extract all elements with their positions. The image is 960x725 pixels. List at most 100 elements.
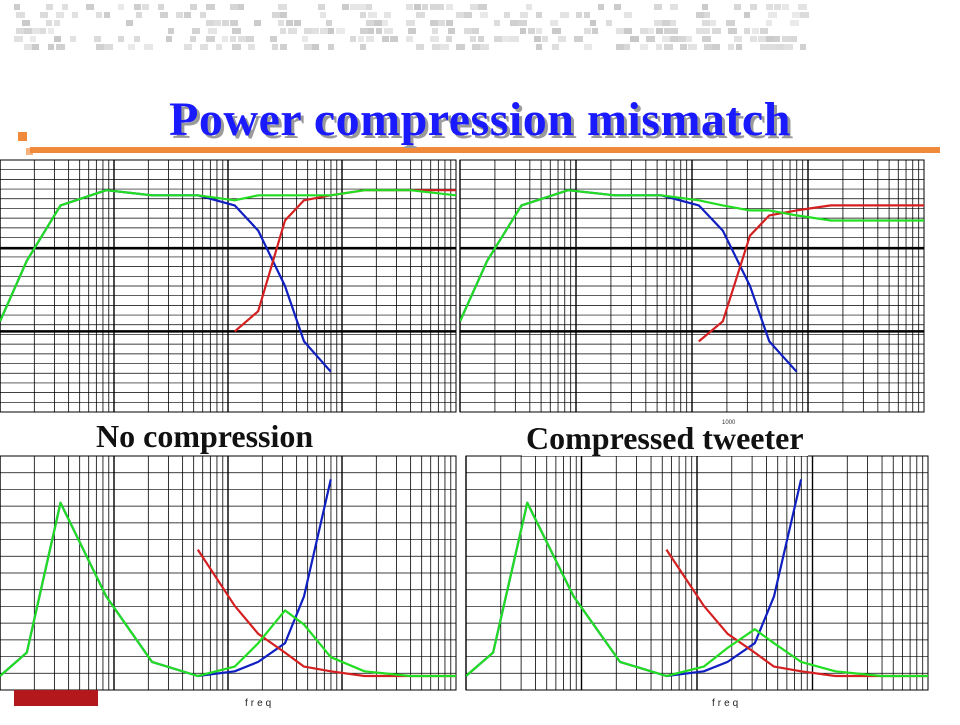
x-axis-label-right: freq bbox=[712, 698, 742, 709]
banner-block bbox=[214, 20, 221, 26]
banner-block bbox=[360, 44, 366, 50]
banner-block bbox=[168, 28, 174, 34]
banner-block bbox=[502, 36, 511, 42]
banner-block bbox=[246, 36, 254, 42]
panel-top-right-grid bbox=[459, 159, 925, 413]
banner-block bbox=[96, 44, 105, 50]
series-line bbox=[665, 548, 928, 678]
series-line bbox=[466, 501, 928, 678]
banner-block bbox=[280, 28, 286, 34]
banner-block bbox=[320, 28, 328, 34]
series-group bbox=[460, 189, 924, 373]
banner-block bbox=[456, 12, 465, 18]
banner-block bbox=[662, 20, 671, 26]
banner-block bbox=[430, 20, 439, 26]
banner-block bbox=[774, 4, 781, 10]
banner-block bbox=[280, 12, 287, 18]
banner-block bbox=[422, 4, 428, 10]
banner-block bbox=[382, 36, 389, 42]
banner-block bbox=[350, 36, 356, 42]
banner-block bbox=[134, 36, 140, 42]
banner-block bbox=[776, 44, 784, 50]
banner-block bbox=[478, 36, 484, 42]
banner-block bbox=[360, 12, 366, 18]
banner-block bbox=[32, 28, 40, 34]
banner-block bbox=[712, 44, 720, 50]
banner-block bbox=[336, 28, 345, 34]
banner-block bbox=[270, 36, 277, 42]
banner-block bbox=[206, 20, 214, 26]
panel-top-left-grid bbox=[0, 159, 457, 413]
banner-block bbox=[766, 36, 774, 42]
banner-block bbox=[710, 20, 716, 26]
banner-block bbox=[238, 36, 246, 42]
banner-block bbox=[510, 36, 519, 42]
banner-block bbox=[304, 28, 313, 34]
banner-block bbox=[56, 12, 64, 18]
banner-block bbox=[696, 12, 704, 18]
banner-block bbox=[328, 28, 334, 34]
banner-block bbox=[286, 20, 293, 26]
banner-block bbox=[390, 36, 398, 42]
banner-block bbox=[376, 28, 382, 34]
banner-block bbox=[766, 20, 772, 26]
panel-bottom-right-grid bbox=[465, 455, 929, 691]
banner-block bbox=[360, 28, 368, 34]
banner-block bbox=[480, 12, 488, 18]
series-line bbox=[0, 479, 332, 678]
banner-block bbox=[630, 36, 639, 42]
banner-block bbox=[176, 12, 183, 18]
x-tick-label: 1000 bbox=[722, 420, 736, 426]
title-underline-bar bbox=[30, 147, 940, 153]
banner-block bbox=[672, 28, 678, 34]
decor-square-small bbox=[26, 148, 33, 155]
banner-block bbox=[574, 36, 583, 42]
banner-block bbox=[104, 12, 110, 18]
banner-block bbox=[702, 20, 711, 26]
banner-block bbox=[734, 4, 741, 10]
banner-block bbox=[200, 44, 208, 50]
banner-block bbox=[464, 28, 472, 34]
banner-block bbox=[520, 28, 526, 34]
banner-block bbox=[528, 28, 535, 34]
banner-block bbox=[782, 36, 790, 42]
banner-block bbox=[384, 12, 391, 18]
banner-block bbox=[406, 36, 413, 42]
banner-block bbox=[312, 28, 319, 34]
banner-block bbox=[536, 44, 542, 50]
banner-block bbox=[702, 4, 708, 10]
banner-block bbox=[278, 4, 287, 10]
banner-block bbox=[520, 12, 528, 18]
banner-block bbox=[670, 36, 678, 42]
banner-block bbox=[646, 36, 655, 42]
banner-block bbox=[24, 44, 33, 50]
banner-block bbox=[86, 4, 94, 10]
banner-block bbox=[552, 28, 561, 34]
banner-block bbox=[72, 12, 78, 18]
banner-block bbox=[406, 4, 413, 10]
banner-block bbox=[696, 28, 705, 34]
banner-block bbox=[552, 44, 559, 50]
banner-block bbox=[368, 12, 377, 18]
series-line bbox=[196, 548, 456, 678]
banner-block bbox=[470, 36, 476, 42]
banner-block bbox=[230, 36, 236, 42]
banner-block bbox=[624, 44, 630, 50]
banner-block bbox=[606, 20, 612, 26]
banner-block bbox=[222, 20, 229, 26]
banner-block bbox=[40, 12, 48, 18]
banner-block bbox=[470, 4, 478, 10]
banner-block bbox=[670, 4, 678, 10]
banner-block bbox=[446, 20, 453, 26]
banner-block bbox=[384, 28, 393, 34]
banner-block bbox=[374, 20, 383, 26]
banner-block bbox=[184, 44, 192, 50]
banner-block bbox=[96, 12, 102, 18]
banner-block bbox=[14, 36, 23, 42]
banner-block bbox=[56, 44, 65, 50]
banner-block bbox=[624, 28, 632, 34]
banner-block bbox=[790, 20, 799, 26]
banner-block bbox=[216, 44, 222, 50]
banner-block bbox=[254, 20, 261, 26]
